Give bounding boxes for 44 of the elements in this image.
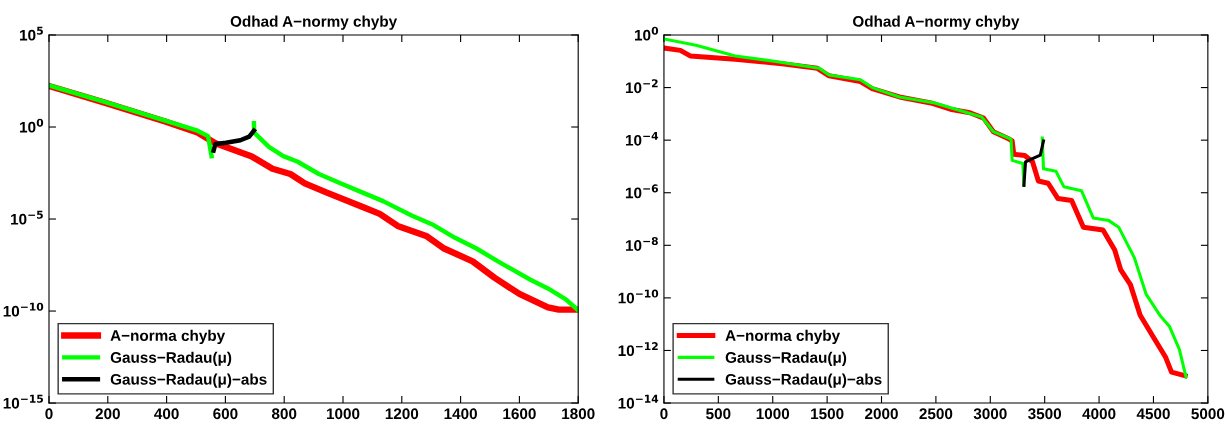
x-tick-label: 5000 bbox=[1191, 408, 1225, 420]
x-tick-label: 4000 bbox=[1082, 408, 1116, 420]
x-tick-label: 1600 bbox=[503, 408, 536, 420]
y-tick-label: 10$^{0}$ bbox=[20, 118, 44, 133]
x-tick-label: 500 bbox=[706, 408, 731, 420]
y-tick-label: 10$^{−12}$ bbox=[618, 342, 658, 357]
x-tick-label: 1200 bbox=[385, 408, 419, 420]
x-tick-label: 2000 bbox=[865, 408, 898, 420]
y-tick-label: 10$^{−8}$ bbox=[625, 236, 658, 251]
y-tick-label: 10$^{−10}$ bbox=[3, 302, 44, 317]
line-series bbox=[1022, 139, 1046, 187]
y-tick-label: 10$^{−2}$ bbox=[625, 79, 658, 94]
legend-label: Gauss−Radau(μ) bbox=[110, 351, 232, 366]
legend-label: Gauss−Radau(μ)−abs bbox=[725, 373, 882, 388]
y-tick-label: 10$^{0}$ bbox=[635, 26, 659, 41]
x-tick-label: 0 bbox=[660, 408, 668, 420]
line-series bbox=[211, 128, 257, 153]
chart-title: Odhad A−normy chyby bbox=[852, 15, 1020, 30]
x-tick-label: 4500 bbox=[1136, 408, 1170, 420]
x-tick-label: 1800 bbox=[562, 408, 595, 420]
y-tick-label: 10$^{−14}$ bbox=[618, 394, 659, 409]
x-tick-label: 600 bbox=[213, 408, 238, 420]
x-tick-label: 1000 bbox=[756, 408, 790, 420]
x-tick-label: 1500 bbox=[811, 408, 844, 420]
y-tick-label: 10$^{−6}$ bbox=[625, 184, 658, 199]
y-tick-label: 10$^{−15}$ bbox=[3, 394, 43, 409]
x-tick-label: 800 bbox=[271, 408, 297, 420]
x-tick-label: 3000 bbox=[973, 408, 1007, 420]
y-tick-label: 10$^{−5}$ bbox=[11, 210, 43, 225]
x-tick-label: 1400 bbox=[444, 408, 477, 420]
legend-label: Gauss−Radau(μ)−abs bbox=[110, 373, 267, 388]
legend-label: A−norma chyby bbox=[110, 329, 226, 345]
x-tick-label: 3500 bbox=[1028, 408, 1062, 420]
x-tick-label: 2500 bbox=[919, 408, 953, 420]
x-tick-label: 0 bbox=[45, 408, 53, 420]
x-tick-label: 200 bbox=[95, 408, 120, 420]
y-tick-label: 10$^{5}$ bbox=[20, 26, 43, 41]
chart-title: Odhad A−normy chyby bbox=[230, 15, 398, 30]
legend-label: Gauss−Radau(μ) bbox=[725, 351, 847, 366]
y-tick-label: 10$^{−4}$ bbox=[625, 131, 659, 146]
x-tick-label: 400 bbox=[154, 408, 179, 420]
legend-label: A−norma chyby bbox=[725, 329, 841, 345]
y-tick-label: 10$^{−10}$ bbox=[618, 289, 659, 304]
x-tick-label: 1000 bbox=[326, 408, 360, 420]
